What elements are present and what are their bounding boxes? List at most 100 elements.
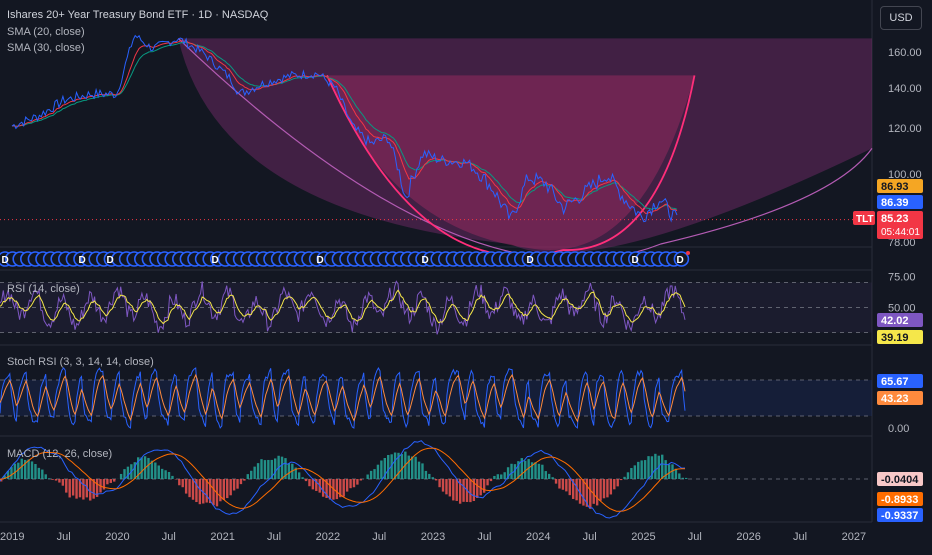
macd-hist-bar-113 <box>387 455 389 479</box>
macd-hist-bar-176 <box>603 479 605 498</box>
macd-hist-bar-15 <box>51 479 53 480</box>
macd-hist-bar-146 <box>500 474 502 479</box>
macd-hist-bar-16 <box>55 479 57 481</box>
macd-hist-bar-78 <box>267 460 269 479</box>
macd-hist-bar-123 <box>421 463 423 479</box>
macd-hist-bar-174 <box>596 479 598 505</box>
macd-hist-bar-184 <box>630 468 632 479</box>
macd-hist-bar-163 <box>558 479 560 489</box>
macd-hist-bar-33 <box>113 479 115 482</box>
macd-hist-bar-111 <box>380 461 382 479</box>
macd-hist-bar-139 <box>476 479 478 498</box>
macd-hist-bar-94 <box>322 479 324 497</box>
dividend-label-6: D <box>527 255 534 266</box>
macd-hist-bar-80 <box>274 458 276 479</box>
macd-hist-bar-74 <box>253 467 255 479</box>
macd-hist-bar-142 <box>486 479 488 485</box>
macd-hist-bar-32 <box>110 479 112 483</box>
macd-hist-bar-64 <box>219 479 221 501</box>
macd-hist-bar-147 <box>503 472 505 479</box>
rsi-ma-tag: 39.19 <box>881 332 909 344</box>
macd-hist-bar-115 <box>394 453 396 479</box>
stoch-k-tag: 65.67 <box>881 376 909 388</box>
macd-hist-bar-187 <box>640 460 642 479</box>
macd-hist-bar-11 <box>38 468 40 479</box>
stoch-rsi-legend[interactable]: Stoch RSI (3, 3, 14, 14, close) <box>7 356 154 368</box>
sma30-legend[interactable]: SMA (30, close) <box>7 42 85 54</box>
macd-hist-bar-133 <box>456 479 458 501</box>
macd-hist-bar-183 <box>627 472 629 479</box>
price-tag-sma30: 86.93 <box>881 181 909 193</box>
macd-hist-bar-84 <box>288 463 290 479</box>
x-axis-label-6: 2022 <box>316 531 340 543</box>
macd-hist-bar-52 <box>178 479 180 485</box>
dividend-label-7: D <box>632 255 639 266</box>
price-y-tick-0: 160.00 <box>888 47 922 59</box>
macd-hist-bar-137 <box>469 479 471 502</box>
dividend-label-4: D <box>317 255 324 266</box>
currency-button[interactable]: USD <box>880 6 922 30</box>
macd-hist-bar-45 <box>154 463 156 479</box>
macd-hist-bar-69 <box>236 479 238 489</box>
macd-hist-bar-70 <box>240 479 242 484</box>
stoch-d-tag: 43.23 <box>881 393 909 405</box>
macd-legend[interactable]: MACD (12, 26, close) <box>7 448 112 460</box>
macd-hist-bar-103 <box>353 479 355 487</box>
macd-hist-bar-186 <box>637 462 639 479</box>
dividend-label-5: D <box>422 255 429 266</box>
sma20-legend[interactable]: SMA (20, close) <box>7 26 85 38</box>
macd-hist-bar-145 <box>497 474 499 479</box>
macd-hist-bar-162 <box>555 479 557 484</box>
macd-hist-bar-165 <box>565 479 567 491</box>
macd-hist-bar-82 <box>281 457 283 479</box>
macd-hist-bar-9 <box>31 461 33 479</box>
price-y-tick-1: 140.00 <box>888 83 922 95</box>
macd-hist-bar-77 <box>264 460 266 479</box>
macd-hist-bar-18 <box>62 479 64 486</box>
price-y-tick-2: 120.00 <box>888 123 922 135</box>
macd-hist-bar-125 <box>428 474 430 479</box>
macd-hist-bar-13 <box>45 474 47 479</box>
macd-hist-bar-179 <box>613 479 615 489</box>
macd-hist-bar-121 <box>414 457 416 479</box>
x-axis-label-3: Jul <box>162 531 176 543</box>
dividend-label-1: D <box>79 255 86 266</box>
macd-hist-bar-68 <box>233 479 235 490</box>
macd-hist-bar-182 <box>623 477 625 479</box>
macd-hist-bar-19 <box>65 479 67 493</box>
macd-hist-bar-48 <box>164 470 166 479</box>
macd-hist-bar-88 <box>301 477 303 479</box>
macd-hist-bar-160 <box>548 474 550 479</box>
macd-hist-bar-175 <box>599 479 601 501</box>
x-axis-label-5: Jul <box>267 531 281 543</box>
macd-hist-bar-156 <box>534 462 536 479</box>
x-axis-label-4: 2021 <box>210 531 234 543</box>
macd-hist-bar-135 <box>462 479 464 502</box>
macd-hist-bar-157 <box>538 464 540 479</box>
macd-hist-bar-107 <box>366 475 368 479</box>
macd-hist-bar-110 <box>377 465 379 479</box>
macd-hist-bar-3 <box>10 467 12 479</box>
chart-title: Ishares 20+ Year Treasury Bond ETF · 1D … <box>7 9 268 21</box>
macd-hist-bar-71 <box>243 479 245 481</box>
macd-hist-bar-75 <box>257 463 259 479</box>
macd-hist-bar-144 <box>493 476 495 479</box>
macd-hist-bar-47 <box>161 469 163 479</box>
macd-hist-bar-89 <box>305 479 307 481</box>
macd-hist-bar-131 <box>449 479 451 496</box>
macd-hist-bar-73 <box>250 471 252 479</box>
macd-hist-bar-54 <box>185 479 187 494</box>
macd-hist-bar-191 <box>654 454 656 479</box>
macd-hist-bar-198 <box>678 473 680 479</box>
macd-hist-bar-66 <box>226 479 228 498</box>
macd-hist-bar-119 <box>408 456 410 479</box>
stoch-y-tick-0: 0.00 <box>888 423 909 435</box>
dividend-label-3: D <box>212 255 219 266</box>
macd-hist-bar-101 <box>346 479 348 492</box>
macd-hist-bar-180 <box>617 479 619 486</box>
rsi-legend[interactable]: RSI (14, close) <box>7 283 80 295</box>
x-axis-label-1: Jul <box>57 531 71 543</box>
macd-hist-bar-87 <box>298 472 300 479</box>
